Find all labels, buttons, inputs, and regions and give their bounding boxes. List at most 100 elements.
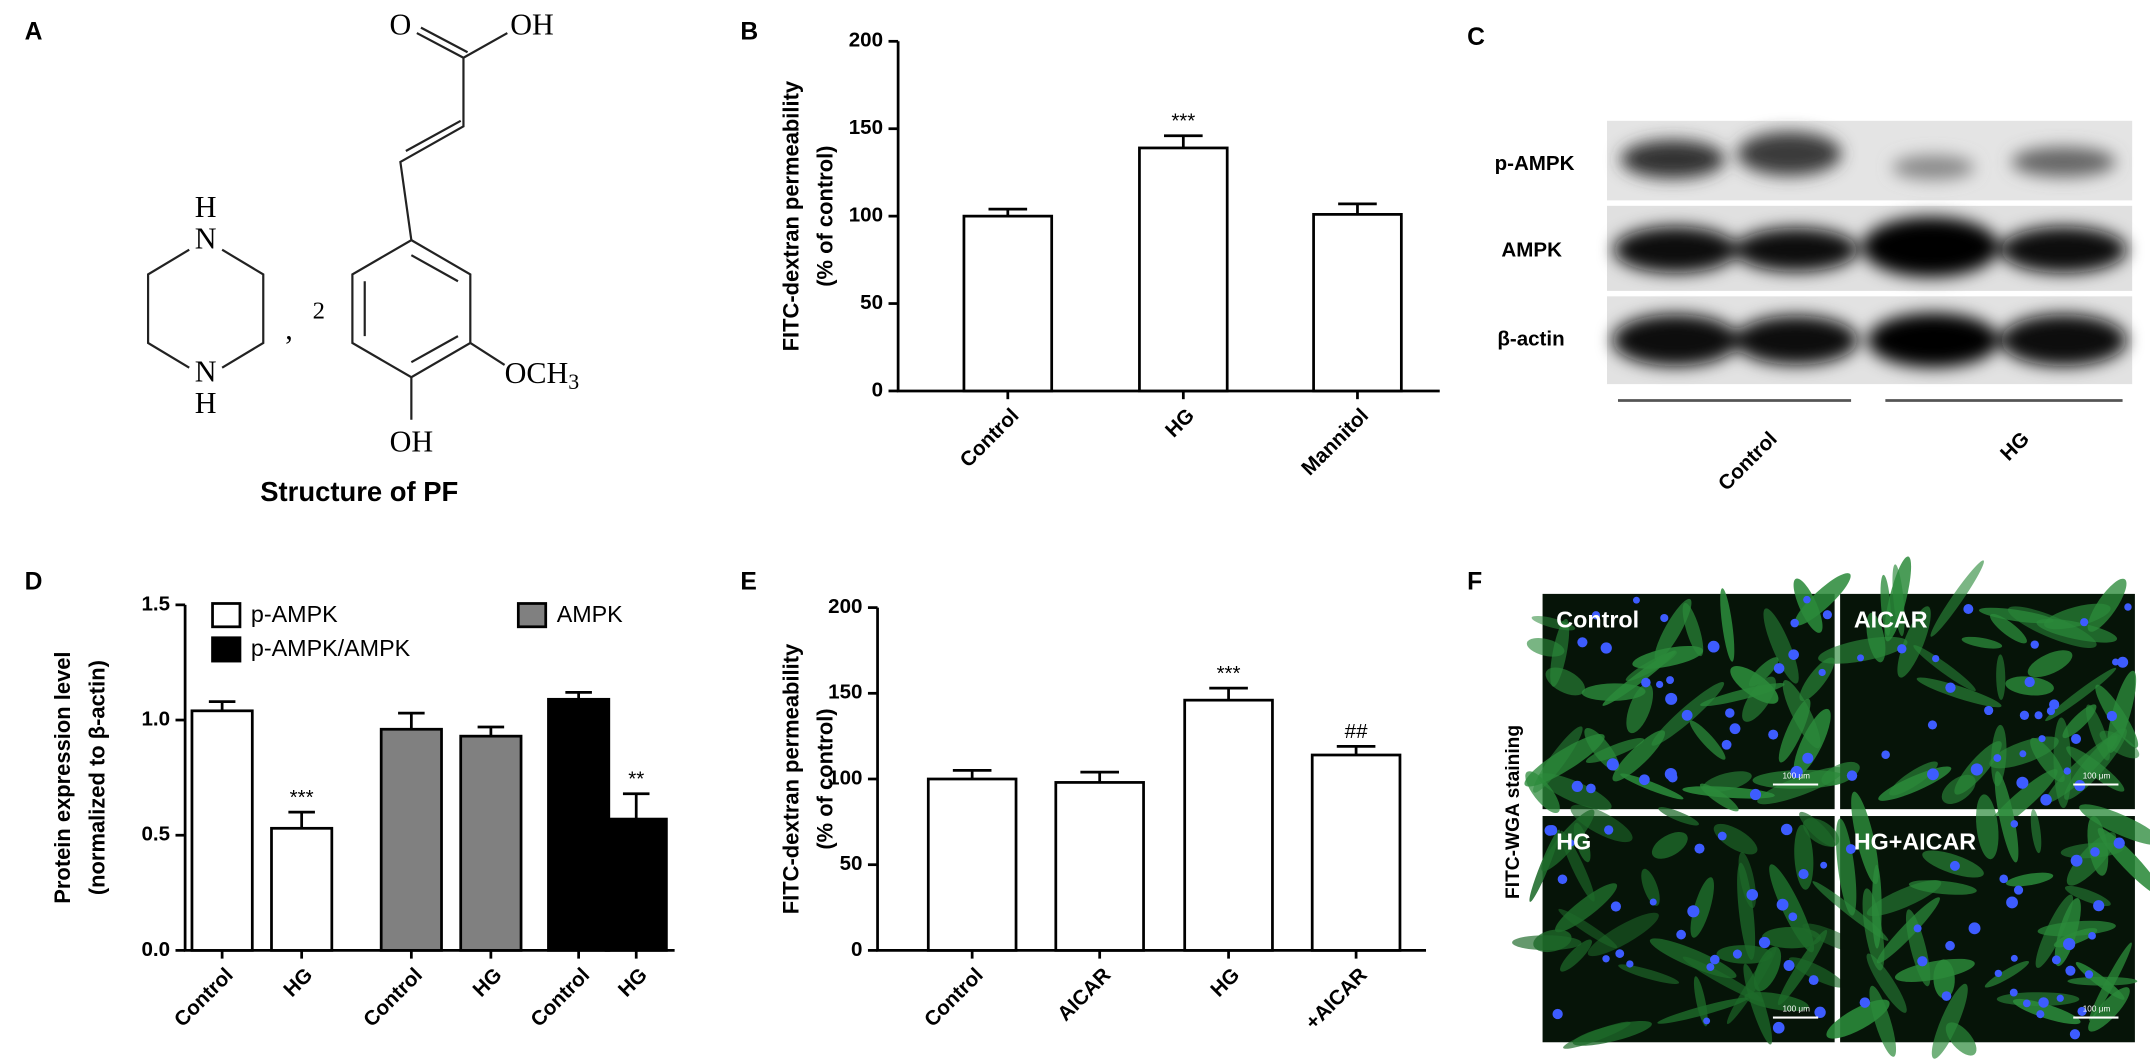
cell xyxy=(2066,746,2125,792)
nucleus xyxy=(1776,898,1789,911)
nucleus xyxy=(1970,763,1983,776)
cell xyxy=(1996,654,2006,701)
band xyxy=(1612,314,1739,367)
nucleus xyxy=(2069,1029,2081,1040)
cell xyxy=(1931,983,1968,1059)
cell xyxy=(1690,877,1714,938)
cell xyxy=(1560,939,1593,972)
nucleus xyxy=(2070,854,2083,867)
cell xyxy=(1908,880,1977,895)
nucleus xyxy=(1814,1006,1826,1019)
nucleus xyxy=(1632,596,1640,604)
cell xyxy=(1537,773,1612,811)
x-tick-label: Control xyxy=(526,963,594,1031)
atom: OCH3 xyxy=(505,356,580,394)
nucleus xyxy=(1577,637,1588,648)
legend-swatch xyxy=(211,636,242,663)
y-label: FITC-WGA staining xyxy=(1503,725,1524,899)
nucleus xyxy=(1710,954,1720,965)
y-tick-label: 0.5 xyxy=(141,823,170,846)
bar xyxy=(379,727,443,952)
cell xyxy=(1748,657,1779,687)
cell xyxy=(1657,997,1748,1024)
nucleus xyxy=(1913,924,1922,933)
y-tick-label: 1.5 xyxy=(141,592,170,615)
nucleus xyxy=(1707,640,1720,653)
bar xyxy=(547,697,611,952)
subscript: 3 xyxy=(568,369,579,394)
y-tick-label: 0 xyxy=(851,938,862,961)
cell xyxy=(1743,963,1773,1045)
nucleus xyxy=(2040,794,2052,806)
nucleus xyxy=(1610,901,1622,912)
nucleus xyxy=(1881,750,1890,759)
nucleus xyxy=(2124,603,2132,611)
nucleus xyxy=(1656,680,1664,689)
cell xyxy=(2085,704,2110,761)
annotation: ## xyxy=(1345,720,1368,743)
cell xyxy=(1737,862,1756,960)
nucleus xyxy=(2038,735,2046,743)
cell xyxy=(1866,612,1886,663)
panel-label: D xyxy=(25,568,43,595)
atom: OCH xyxy=(505,356,569,390)
nucleus xyxy=(2009,988,2018,997)
band xyxy=(1620,140,1725,179)
cell xyxy=(1763,608,1799,684)
nucleus xyxy=(2036,1010,2045,1019)
nucleus xyxy=(1649,898,1657,906)
nucleus xyxy=(2065,965,2076,976)
nucleus xyxy=(1602,955,1610,963)
nucleus xyxy=(1676,929,1686,940)
nucleus xyxy=(2030,640,2039,649)
error-bar xyxy=(398,711,425,730)
error-bar xyxy=(622,792,650,820)
bar xyxy=(1138,146,1229,393)
y-axis-label: (normalized to β-actin) xyxy=(85,660,110,895)
nucleus xyxy=(2063,937,2076,951)
nucleus xyxy=(1666,676,1674,685)
cell xyxy=(1799,811,1836,847)
nucleus xyxy=(2051,955,2061,965)
nucleus xyxy=(1729,723,1741,735)
panel-label: A xyxy=(25,19,43,46)
cell xyxy=(1563,1021,1631,1049)
nucleus xyxy=(1994,969,2003,978)
nucleus xyxy=(2056,994,2064,1002)
group-label: HG xyxy=(1996,427,2034,465)
x-tick-label: Mannitol xyxy=(1297,404,1373,480)
band xyxy=(1734,227,1858,272)
atom: N xyxy=(195,354,217,388)
nucleus xyxy=(1660,613,1669,623)
nucleus xyxy=(2010,954,2018,962)
cell xyxy=(1587,912,1659,957)
cell xyxy=(1626,683,1654,734)
nucleus xyxy=(1999,874,2009,884)
bar xyxy=(1312,213,1403,393)
nucleus xyxy=(1917,956,1928,967)
band xyxy=(1892,155,1975,180)
cell xyxy=(1961,636,2003,649)
cell xyxy=(2005,872,2054,887)
image-label: HG+AICAR xyxy=(1854,829,1976,855)
nucleus xyxy=(1773,663,1785,674)
x-tick-label: +AICAR xyxy=(1301,963,1372,1034)
cell xyxy=(1851,791,1879,885)
nucleus xyxy=(1615,949,1625,958)
cell xyxy=(1976,794,1999,860)
legend-label: p-AMPK xyxy=(251,601,338,627)
nucleus xyxy=(1732,949,1742,959)
nucleus xyxy=(2038,997,2049,1008)
cell xyxy=(1913,645,1976,692)
error-bar xyxy=(208,700,236,711)
y-tick-label: 100 xyxy=(828,766,862,789)
nucleus xyxy=(2049,699,2060,710)
y-tick-label: 50 xyxy=(840,852,863,875)
bar xyxy=(1310,753,1402,952)
nucleus xyxy=(1591,611,1601,620)
y-axis-label: Protein expression level xyxy=(50,652,75,904)
comma: , xyxy=(285,312,293,346)
y-axis-label: FITC-dextran permeability xyxy=(778,80,803,351)
cell xyxy=(2079,804,2150,846)
panel-label: C xyxy=(1467,24,1485,51)
